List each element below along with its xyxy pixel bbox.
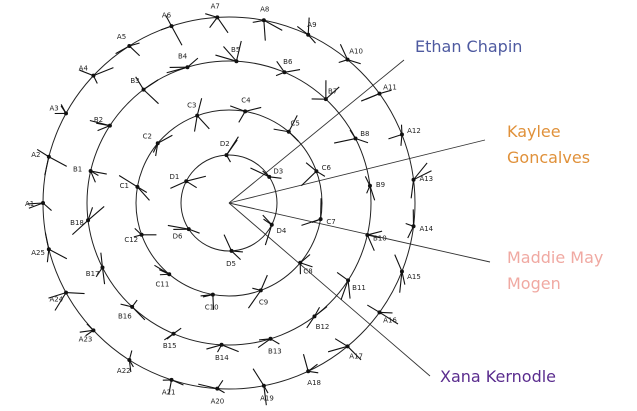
node-a25 [45,233,66,263]
node-label: C12 [124,236,138,244]
ray-maddie [229,203,490,262]
node-label: C4 [241,97,251,105]
name-line: Xana Kernodle [440,367,556,386]
node-b13 [258,337,279,348]
node-label: D5 [226,260,236,268]
node-b1 [89,169,107,182]
node-label: D6 [173,233,183,241]
node-label: A22 [117,367,131,375]
node-label: B3 [130,77,139,85]
node-label: C2 [143,133,152,141]
node-label: B10 [373,235,387,243]
node-label: B14 [215,354,229,362]
node-label: A20 [211,398,225,406]
node-label: B18 [70,219,84,227]
node-label: B17 [86,270,100,278]
node-label: B9 [376,181,385,189]
name-line: Ethan Chapin [415,37,522,56]
node-label: A1 [25,200,34,208]
name-label-ethan: Ethan Chapin [415,34,522,60]
node-label: A21 [162,388,176,396]
name-label-maddie: Maddie May Mogen [507,245,603,297]
node-label: A13 [419,175,433,183]
name-label-xana: Xana Kernodle [440,364,556,390]
node-label: B7 [328,87,337,95]
node-label: B1 [73,165,82,173]
node-label: A19 [260,394,274,402]
node-label: D2 [220,140,230,148]
node-label: C1 [120,182,129,190]
node-label: A4 [79,64,89,72]
node-c3 [195,98,210,131]
node-label: A24 [49,295,63,303]
node-b15 [164,328,181,340]
node-label: A9 [307,21,316,29]
node-c11 [154,265,171,276]
node-label: A12 [407,127,421,135]
node-label: D4 [276,227,286,235]
node-label: C9 [259,299,268,307]
name-line: Kaylee [507,119,590,145]
node-label: B8 [360,130,369,138]
node-c7 [301,198,322,225]
node-label: C11 [156,280,170,288]
node-label: D1 [170,173,180,181]
node-label: A8 [260,6,269,14]
node-label: A2 [31,151,40,159]
node-label: A16 [383,316,397,324]
name-line: Maddie May [507,245,603,271]
node-label: C3 [187,101,196,109]
name-line: Goncalves [507,145,590,171]
node-a8 [253,18,283,40]
name-line: Mogen [507,271,603,297]
node-label: B4 [178,53,188,61]
node-label: C8 [303,267,312,275]
node-label: A5 [117,33,126,41]
node-label: A23 [79,336,93,344]
node-label: A25 [31,249,45,257]
node-a12 [388,125,403,146]
node-label: B5 [231,46,240,54]
node-c2 [153,135,172,156]
node-label: B13 [268,347,282,355]
node-label: A18 [307,379,321,387]
node-a2 [37,149,67,175]
node-label: A15 [407,273,421,281]
name-rays [229,60,490,376]
node-label: C10 [205,303,219,311]
node-a5 [116,43,140,56]
node-a23 [80,324,96,336]
node-label: A6 [162,12,172,20]
node-label: A7 [211,2,220,10]
node-label: B12 [316,323,330,331]
node-label: B11 [352,284,366,292]
node-label: A17 [349,353,363,361]
node-label: A3 [49,105,58,113]
node-d5 [224,235,243,260]
node-a6 [161,16,182,46]
node-label: C5 [290,120,299,128]
node-label: B2 [94,116,103,124]
node-label: B6 [283,58,293,66]
node-label: A11 [383,84,397,92]
node-label: C7 [326,218,335,226]
node-label: A14 [419,225,433,233]
node-label: B16 [118,313,132,321]
node-label: B15 [163,342,177,350]
name-label-kaylee: Kaylee Goncalves [507,119,590,171]
node-label: C6 [322,164,332,172]
node-label: A10 [349,47,363,55]
node-a20 [198,380,224,392]
node-label: D3 [273,167,283,175]
node-a15 [395,255,405,293]
